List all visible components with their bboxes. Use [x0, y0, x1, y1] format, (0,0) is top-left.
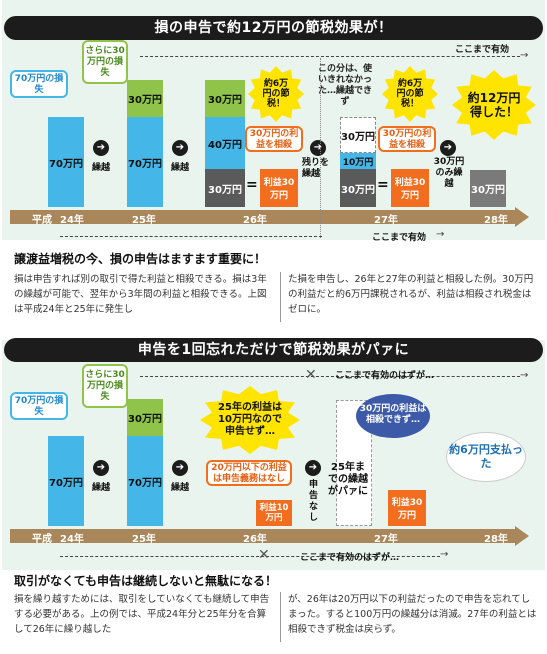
timeline-arrow-icon [515, 526, 529, 546]
limit-line-bottom [60, 236, 322, 237]
timeline-arrow-icon [515, 207, 529, 227]
offset-tag-27: 30万円の利益を相殺 [378, 126, 436, 152]
arrow-right-icon: → [520, 50, 529, 61]
arrow-circle-icon: ➔ [172, 140, 188, 156]
limit-line-top [140, 56, 520, 57]
text1-col2: た損を申告し、26年と27年の利益と相殺した例。30万円の利益だと約6万円課税さ… [288, 274, 534, 315]
loss-bar-26-used: 30万円 [205, 169, 245, 207]
limit-line-top-2 [140, 376, 520, 377]
carry-label: 繰越 [171, 163, 190, 173]
carry-label-2: 繰越 [92, 483, 111, 493]
text1-col1: 損は申告すれば別の取引で得た利益と相殺できる。損は3年の繰越が可能で、翌年から3… [14, 274, 267, 315]
arrow-circle-icon: ➔ [93, 460, 109, 476]
loss-bar-24-2: 70万円 [48, 436, 84, 526]
section1-header: 損の申告で約12万円の節税効果が！ [4, 16, 543, 40]
timeline-era: 平成 [32, 534, 52, 545]
loss-bar-28: 30万円 [470, 170, 506, 207]
timeline-era: 平成 [32, 215, 52, 226]
loss-bar-27-used: 30万円 [340, 169, 376, 207]
section2-header: 申告を1回忘れただけで節税効果がパァに [4, 338, 543, 362]
text1-divider [280, 272, 281, 322]
arrow-circle-icon: ➔ [172, 460, 188, 476]
text2-divider [280, 592, 281, 642]
extra-loss-label: さらに30万円の損失 [82, 40, 128, 84]
arrow-circle-icon: ➔ [305, 460, 321, 476]
timeline-year-24: 24年 [60, 215, 84, 226]
timeline-year-25: 25年 [132, 534, 156, 545]
loss-label: 70万円の損失 [10, 70, 68, 98]
limit-label-top-2: ここまで有効のはずが… [335, 371, 435, 381]
text2-col1: 損を繰り越すためには、取引をしていなくても継続して申告する必要がある。上の例では… [14, 594, 270, 635]
text2-title: 取引がなくても申告は継続しないと無駄になる！ [14, 574, 278, 588]
limit-line-bottom-2 [60, 556, 440, 557]
paid-bubble: 約6万円支払った [446, 432, 526, 482]
loss-bar-26-mid: 40万円 [205, 117, 245, 169]
timeline-2: 平成 24年 25年 26年 27年 28年 [10, 529, 515, 545]
arrow-circle-icon: ➔ [93, 140, 109, 156]
extra-loss-label-2: さらに30万円の損失 [82, 364, 128, 408]
timeline-year-28: 28年 [484, 534, 508, 545]
text1-title: 譲渡益増税の今、損の申告はますます重要に！ [14, 252, 267, 266]
loss-bar-25-2: 70万円 [127, 436, 163, 526]
timeline-year-25: 25年 [132, 215, 156, 226]
offset-fail-bubble: 30万円の利益は相殺できず… [356, 394, 430, 438]
limit-label-bottom: ここまで有効 [372, 233, 427, 243]
profit-bar-26: 利益30万円 [260, 169, 298, 207]
carry-label: 繰越 [92, 163, 111, 173]
timeline-year-27: 27年 [374, 534, 398, 545]
remaining-carry-label: 残りを繰越 [302, 158, 330, 179]
timeline-year-27: 27年 [374, 215, 398, 226]
timeline-year-26: 26年 [243, 534, 267, 545]
loss-bar-25: 70万円 [127, 117, 163, 207]
text2-col2: が、26年は20万円以下の利益だったので申告を忘れてしまった。すると100万円の… [288, 594, 537, 635]
profit-bar-27: 利益30万円 [391, 169, 429, 207]
unused-note: この分は、使いきれなかった…繰越できず [317, 64, 372, 107]
loss-bar-25-top-2: 30万円 [127, 399, 163, 436]
timeline-year-28: 28年 [484, 215, 508, 226]
timeline-year-24: 24年 [60, 534, 84, 545]
cross-icon: ✕ [258, 547, 270, 563]
equals-icon: = [377, 177, 389, 193]
loss-label-2: 70万円の損失 [10, 392, 68, 420]
profit-bar-26-2: 利益10万円 [256, 500, 292, 526]
offset-tag-26: 30万円の利益を相殺 [245, 126, 303, 152]
limit-vline [320, 58, 321, 238]
carry-label-2: 繰越 [171, 483, 190, 493]
arrow-circle-icon: ➔ [440, 140, 456, 156]
profit-bar-27-2: 利益30万円 [388, 490, 426, 526]
loss-bar-25-top: 30万円 [127, 80, 163, 117]
arrow-right-icon: → [520, 370, 529, 381]
only30-carry-label: 30万円のみ繰越 [433, 157, 465, 189]
lost-carry-label: 25年までの繰越がパァに [328, 462, 368, 497]
cross-icon: ✕ [305, 367, 317, 383]
no-report-label: 申告なし [309, 480, 319, 523]
timeline-year-26: 26年 [243, 215, 267, 226]
loss-bar-27-small: 10万円 [340, 153, 376, 169]
unused-bar-27: 30万円 [340, 117, 376, 153]
limit-label-bottom-2: ここまで有効のはずが… [300, 553, 400, 563]
limit-label-top: ここまで有効 [455, 45, 510, 55]
timeline-1: 平成 24年 25年 26年 27年 28年 [10, 210, 515, 226]
arrow-left-icon: → [436, 229, 445, 240]
arrow-circle-icon: ➔ [310, 140, 326, 156]
equals-icon: = [246, 177, 258, 193]
arrow-right-icon: → [440, 549, 449, 560]
loss-bar-24: 70万円 [48, 117, 84, 207]
under20-tag: 20万円以下の利益は申告義務はなし [206, 460, 292, 486]
loss-bar-26-top: 30万円 [205, 80, 245, 117]
